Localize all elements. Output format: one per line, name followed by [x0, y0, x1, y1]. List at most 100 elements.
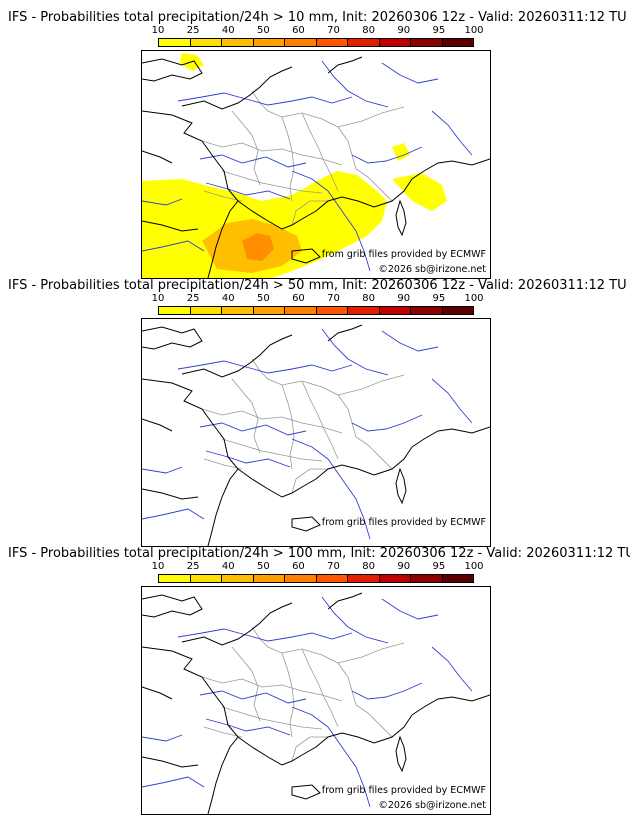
- border-line: [301, 380, 339, 460]
- panel-title: IFS - Probabilities total precipitation/…: [8, 546, 630, 561]
- scale-tick-label: 25: [186, 561, 200, 572]
- scale-tick-label: 40: [221, 561, 235, 572]
- coast-line: [291, 248, 321, 264]
- copyright-credit: ©2026 sb@irizone.net: [378, 800, 486, 811]
- scale-swatch: [379, 575, 411, 582]
- scale-tick-label: 25: [186, 25, 200, 36]
- scale-swatch: [190, 39, 222, 46]
- coast-line: [142, 150, 173, 164]
- coastline: [142, 592, 490, 814]
- river-line: [177, 92, 353, 106]
- scale-tick-label: 50: [256, 293, 270, 304]
- map-svg: [142, 53, 490, 278]
- border-line: [231, 646, 261, 722]
- border-line: [281, 384, 295, 470]
- coast-line: [411, 158, 490, 180]
- precipitation-map: from grib files provided by ECMWF: [141, 318, 491, 547]
- scale-tick-label: 100: [464, 25, 484, 36]
- scale-tick-label: 40: [221, 25, 235, 36]
- precip-shading: [142, 53, 447, 278]
- scale-tick-label: 80: [362, 561, 376, 572]
- scale-tick-label: 60: [292, 25, 305, 36]
- coast-line: [142, 326, 203, 350]
- scale-tick-label: 90: [397, 25, 411, 36]
- scale-swatch: [379, 39, 411, 46]
- scale-tick-label: 10: [151, 293, 165, 304]
- scale-tick-label: 10: [151, 25, 165, 36]
- coast-line: [181, 602, 293, 646]
- scale-tick-label: 80: [362, 25, 376, 36]
- coast-line: [142, 646, 239, 814]
- scale-swatch: [222, 307, 254, 314]
- scale-swatch: [348, 307, 380, 314]
- map-svg: [142, 324, 490, 546]
- river-line: [431, 110, 473, 156]
- coast-line: [142, 756, 199, 768]
- coast-line: [142, 378, 239, 546]
- river-line: [199, 154, 307, 168]
- river-line: [199, 690, 307, 704]
- coast-line: [395, 467, 407, 505]
- border-line: [291, 200, 328, 226]
- precipitation-map: from grib files provided by ECMWF ©2026 …: [141, 586, 491, 815]
- precip-area-east: [392, 173, 447, 211]
- river-line: [291, 706, 371, 808]
- river-line: [431, 646, 473, 692]
- scale-swatch: [190, 307, 222, 314]
- panel-title: IFS - Probabilities total precipitation/…: [8, 278, 627, 293]
- source-credit: from grib files provided by ECMWF: [321, 785, 486, 796]
- coast-line: [142, 488, 199, 500]
- scale-swatch: [411, 39, 443, 46]
- coast-line: [237, 178, 413, 230]
- coast-line: [327, 56, 363, 74]
- scale-swatch: [316, 39, 348, 46]
- coast-line: [181, 66, 293, 110]
- scale-swatch: [348, 575, 380, 582]
- river-line: [177, 360, 353, 374]
- precip-area-alps: [392, 143, 410, 161]
- precip-area-60: [242, 233, 274, 261]
- scale-tick-label: 95: [432, 25, 446, 36]
- scale-swatch: [253, 575, 285, 582]
- scale-tick-label: 90: [397, 561, 411, 572]
- coast-line: [395, 735, 407, 773]
- river-line: [351, 146, 423, 164]
- scale-tick-label: 90: [397, 293, 411, 304]
- scale-tick-label: 70: [327, 25, 340, 36]
- river-line: [205, 182, 291, 200]
- coast-line: [142, 594, 203, 618]
- scale-swatch: [348, 39, 380, 46]
- river-line: [381, 598, 439, 620]
- copyright-credit: ©2026 sb@irizone.net: [378, 264, 486, 275]
- border-line: [337, 642, 405, 664]
- borders: [201, 358, 405, 494]
- scale-tick-label: 80: [362, 293, 376, 304]
- scale-swatch: [411, 575, 443, 582]
- probability-color-scale: [158, 306, 474, 315]
- rivers: [142, 596, 473, 808]
- coast-line: [411, 694, 490, 716]
- border-line: [337, 106, 405, 128]
- scale-swatch: [442, 307, 473, 314]
- coastline: [142, 56, 490, 278]
- river-line: [199, 422, 307, 436]
- coast-line: [142, 686, 173, 700]
- river-line: [321, 328, 389, 376]
- scale-tick-label: 50: [256, 25, 270, 36]
- border-line: [291, 736, 328, 762]
- coast-line: [142, 110, 239, 278]
- scale-swatch: [253, 39, 285, 46]
- river-line: [381, 330, 439, 352]
- scale-tick-label: 60: [292, 561, 305, 572]
- border-line: [203, 726, 243, 738]
- panel-50mm: IFS - Probabilities total precipitation/…: [0, 278, 630, 554]
- border-line: [281, 652, 295, 738]
- scale-tick-label: 70: [327, 561, 340, 572]
- coast-line: [327, 592, 363, 610]
- scale-tick-label: 70: [327, 293, 340, 304]
- border-line: [201, 676, 343, 702]
- border-line: [201, 408, 343, 434]
- border-line: [301, 112, 339, 192]
- scale-tick-label: 100: [464, 293, 484, 304]
- map-svg: [142, 592, 490, 814]
